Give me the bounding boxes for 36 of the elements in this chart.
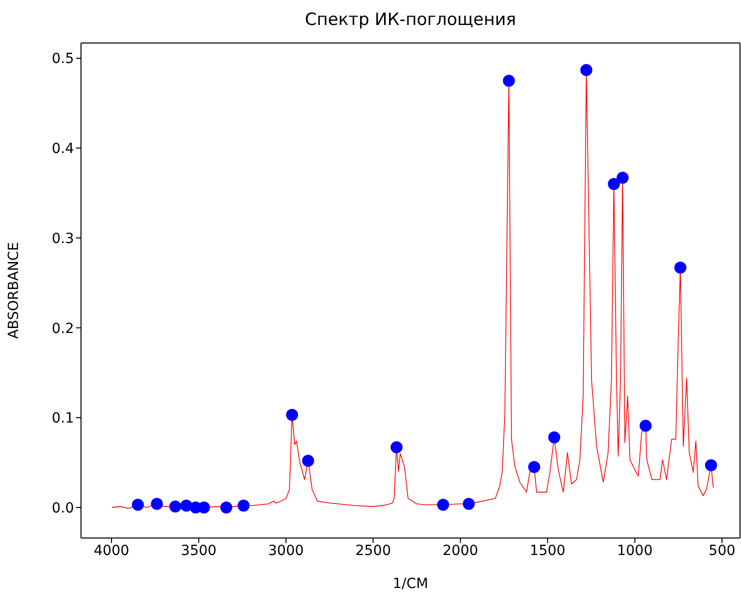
y-axis-title: ABSORBANCE [6,242,22,339]
point [150,498,163,510]
point [286,408,298,421]
x-tick-label: 4000 [94,542,130,559]
y-tick-label: 0.2 [52,320,74,337]
point [674,262,686,274]
y-tick-label: 0.5 [52,51,74,68]
point [608,178,620,190]
point [502,74,515,87]
point [132,498,144,511]
y-tick-label: 0.1 [52,410,74,427]
y-tick-label: 0.0 [52,500,74,516]
point [238,500,250,512]
point [390,441,403,454]
point [169,500,182,513]
point [705,459,718,472]
point [640,420,652,432]
y-tick-label: 0.3 [52,230,74,247]
x-tick-label: 1000 [617,542,653,559]
point [528,461,540,474]
x-tick-label: 3000 [268,542,304,559]
point [220,501,232,514]
point [437,498,450,511]
x-axis-title: 1/CM [392,576,428,592]
point [462,498,475,510]
x-tick-label: 1500 [530,542,566,559]
x-tick-label: 500 [708,542,736,559]
chart-title: Спектр ИК-поглощения [304,10,518,30]
y-tick-label: 0.4 [52,141,74,158]
x-tick-label: 2500 [355,542,391,559]
point [580,64,592,76]
point [548,431,560,444]
point [616,172,629,184]
x-tick-label: 3500 [180,542,217,559]
point [302,454,314,467]
x-tick-label: 2000 [442,542,478,559]
